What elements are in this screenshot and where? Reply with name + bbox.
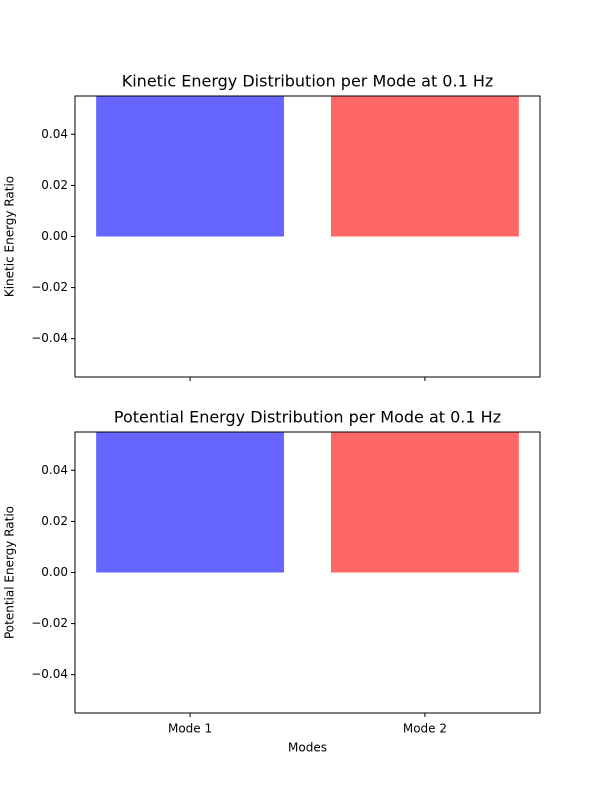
x-tick-label: Mode 1: [168, 722, 212, 736]
y-tick-label: 0.02: [41, 514, 68, 528]
y-tick-label: 0.00: [41, 565, 68, 579]
y-axis-label: Kinetic Energy Ratio: [3, 176, 17, 297]
chart-title: Potential Energy Distribution per Mode a…: [114, 408, 501, 427]
y-tick-label: −0.04: [31, 331, 68, 345]
y-tick-label: −0.02: [31, 280, 68, 294]
bar: [330, 96, 519, 237]
bar: [330, 432, 519, 573]
y-tick-label: −0.02: [31, 616, 68, 630]
y-tick-label: 0.00: [41, 229, 68, 243]
y-tick-label: 0.02: [41, 178, 68, 192]
x-tick-label: Mode 2: [403, 722, 447, 736]
bar: [96, 432, 285, 573]
y-tick-label: 0.04: [41, 463, 68, 477]
axes-frame: [74, 431, 541, 714]
chart-title: Kinetic Energy Distribution per Mode at …: [122, 72, 494, 91]
x-axis-label: Modes: [288, 741, 327, 755]
y-tick-label: 0.04: [41, 127, 68, 141]
axes-frame: [74, 95, 541, 378]
y-axis-label: Potential Energy Ratio: [3, 506, 17, 639]
y-tick-label: −0.04: [31, 667, 68, 681]
bar: [96, 96, 285, 237]
